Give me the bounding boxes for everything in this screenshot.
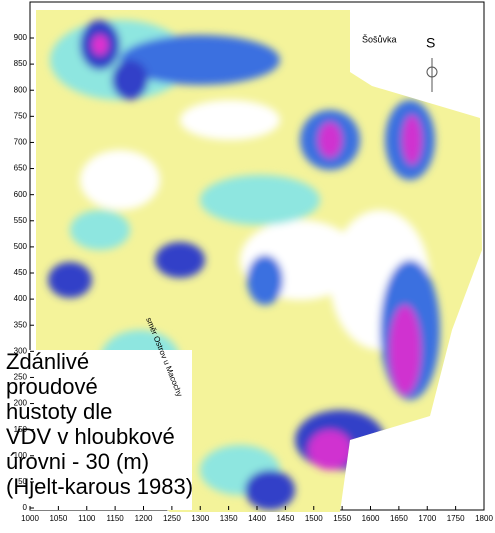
y-tick-label: 50 [18, 477, 27, 486]
y-tick-label: 650 [14, 164, 28, 173]
title-line: hustoty dle [6, 399, 112, 424]
x-tick-label: 1750 [447, 514, 465, 523]
y-tick-label: 700 [14, 138, 28, 147]
x-tick-label: 1650 [390, 514, 408, 523]
title-line: proudové [6, 374, 98, 399]
y-tick-label: 250 [14, 373, 28, 382]
x-tick-label: 1100 [78, 514, 96, 523]
x-tick-label: 1800 [475, 514, 493, 523]
village-label: Šošůvka [362, 34, 397, 44]
x-tick-label: 1350 [220, 514, 238, 523]
y-tick-label: 100 [14, 451, 28, 460]
y-tick-label: 200 [14, 399, 28, 408]
x-tick-label: 1300 [191, 514, 209, 523]
x-tick-label: 1000 [21, 514, 39, 523]
title-line: VDV v hloubkové [6, 424, 175, 449]
title-line: Zdánlivé [6, 349, 89, 374]
x-tick-label: 1600 [362, 514, 380, 523]
north-arrow-circle [426, 66, 438, 78]
y-tick-label: 750 [14, 111, 28, 120]
title-line: (Hjelt-karous 1983) [6, 474, 193, 499]
y-tick-label: 850 [14, 59, 28, 68]
x-tick-label: 1050 [49, 514, 67, 523]
y-tick-label: 500 [14, 242, 28, 251]
x-tick-label: 1500 [305, 514, 323, 523]
title-line: úrovni - 30 (m) [6, 449, 149, 474]
x-tick-label: 1150 [107, 514, 125, 523]
x-tick-label: 1250 [163, 514, 181, 523]
x-tick-label: 1200 [135, 514, 153, 523]
north-label: S [426, 35, 435, 51]
y-tick-label: 400 [14, 294, 28, 303]
y-tick-label: 150 [14, 425, 28, 434]
y-tick-label: 450 [14, 268, 28, 277]
y-tick-label: 800 [14, 85, 28, 94]
x-tick-label: 1700 [418, 514, 436, 523]
y-tick-label: 550 [14, 216, 28, 225]
x-tick-label: 1400 [248, 514, 266, 523]
y-tick-label: 600 [14, 190, 28, 199]
y-tick-label: 300 [14, 346, 28, 355]
x-tick-label: 1450 [276, 514, 294, 523]
y-tick-label: 0 [23, 503, 28, 512]
y-tick-label: 900 [14, 33, 28, 42]
x-tick-label: 1550 [333, 514, 351, 523]
y-tick-label: 350 [14, 320, 28, 329]
